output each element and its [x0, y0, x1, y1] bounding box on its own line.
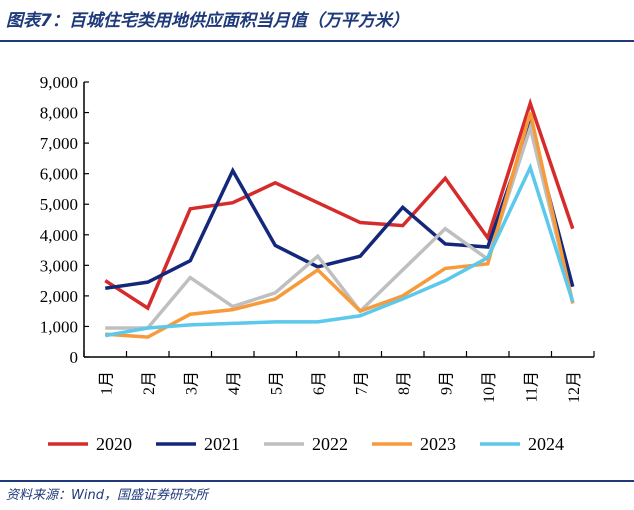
x-tick-label: 3月	[183, 371, 200, 395]
x-tick-label: 6月	[311, 371, 328, 395]
x-tick-label: 4月	[226, 371, 243, 395]
x-tick-label: 9月	[438, 371, 455, 395]
x-tick-label: 7月	[353, 371, 370, 395]
legend-label-2024: 2024	[528, 434, 564, 454]
x-tick-label: 1月	[98, 371, 115, 395]
y-tick-label: 8,000	[40, 104, 78, 123]
x-tick-label: 5月	[268, 371, 285, 395]
y-tick-label: 3,000	[40, 256, 78, 275]
source-note: 资料来源：Wind，国盛证券研究所	[6, 488, 208, 503]
x-tick-label: 12月	[566, 371, 583, 403]
series-line-2024	[104, 162, 575, 338]
legend-label-2022: 2022	[312, 434, 348, 454]
x-tick-label: 11月	[523, 371, 540, 402]
y-tick-label: 2,000	[40, 287, 78, 306]
legend-label-2020: 2020	[96, 434, 132, 454]
source-divider	[0, 480, 634, 482]
legend-label-2021: 2021	[204, 434, 240, 454]
series-line-2021	[105, 118, 575, 290]
y-tick-label: 5,000	[40, 195, 78, 214]
legend-label-2023: 2023	[420, 434, 456, 454]
y-tick-label: 9,000	[40, 73, 78, 92]
y-tick-label: 1,000	[40, 317, 78, 336]
chart-title: 图表7：百城住宅类用地供应面积当月值（万平方米）	[6, 11, 409, 31]
series-line-2020	[104, 97, 575, 311]
x-tick-label: 10月	[481, 371, 498, 403]
y-tick-label: 6,000	[40, 165, 78, 184]
y-tick-label: 4,000	[40, 226, 78, 245]
title-divider	[0, 40, 634, 42]
x-tick-label: 8月	[396, 371, 413, 395]
y-tick-label: 0	[70, 348, 79, 367]
x-tick-label: 2月	[141, 371, 158, 395]
line-chart: 0 1,000 2,000 3,000 4,000 5,000 6,000 7,000 8,00…	[40, 73, 595, 454]
y-tick-label: 7,000	[40, 134, 78, 153]
